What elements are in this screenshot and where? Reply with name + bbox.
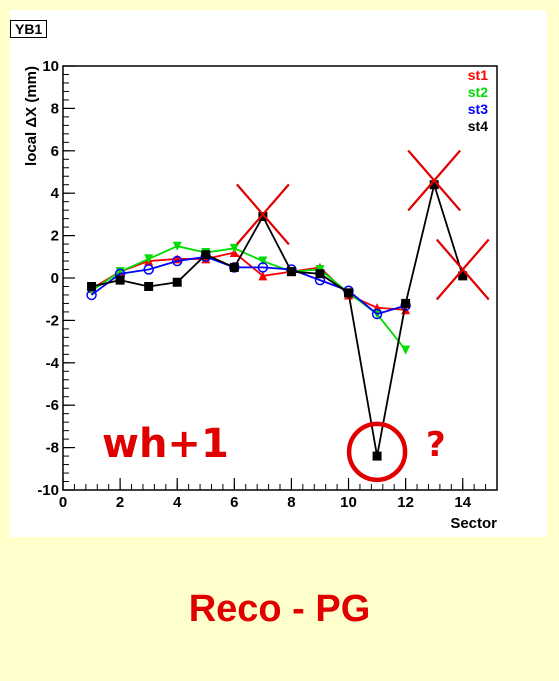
- data-point: [115, 275, 125, 285]
- annotation-question-mark: ?: [426, 425, 446, 465]
- x-axis-title: Sector: [450, 515, 497, 532]
- y-tick-label: 2: [51, 228, 59, 245]
- data-point: [144, 281, 154, 291]
- x-tick-label: 14: [454, 494, 471, 511]
- x-tick-label: 8: [287, 494, 295, 511]
- cross-stroke: [236, 183, 290, 246]
- y-axis-title: local ΔX (mm): [23, 66, 40, 166]
- data-point: [258, 256, 268, 266]
- y-tick-label: 8: [51, 100, 59, 117]
- footer-title: Reco - PG: [188, 588, 371, 630]
- data-point: [286, 267, 296, 277]
- data-point: [344, 288, 354, 298]
- data-point: [458, 271, 468, 281]
- legend-entry-st2: st2: [468, 84, 488, 100]
- legend-entry-st1: st1: [468, 67, 488, 83]
- data-point: [229, 262, 239, 272]
- data-point: [172, 277, 182, 287]
- x-tick-label: 10: [340, 494, 357, 511]
- data-point: [201, 250, 211, 260]
- data-point: [144, 254, 154, 264]
- data-point: [171, 255, 183, 267]
- y-tick-label: -2: [46, 312, 59, 329]
- x-tick-label: 6: [230, 494, 238, 511]
- data-point: [429, 180, 439, 190]
- y-tick-label: 4: [51, 185, 60, 202]
- x-tick-label: 12: [397, 494, 414, 511]
- series-line: [91, 181, 464, 457]
- data-point: [229, 243, 239, 253]
- legend-entry-st3: st3: [468, 101, 488, 117]
- annotation-wheel-label: wh+1: [102, 421, 229, 467]
- cross-mark: [407, 149, 462, 212]
- plot-frame: [62, 65, 498, 491]
- cross-stroke: [407, 149, 462, 212]
- x-tick-label: 2: [116, 494, 124, 511]
- y-tick-label: 0: [51, 270, 59, 287]
- data-point: [401, 345, 411, 355]
- data-point: [172, 241, 182, 251]
- x-tick-label: 4: [173, 494, 182, 511]
- data-point: [401, 298, 411, 308]
- y-tick-label: -6: [46, 397, 59, 414]
- y-tick-label: -10: [37, 482, 59, 499]
- legend-entry-st4: st4: [468, 118, 488, 134]
- cross-mark: [435, 238, 490, 301]
- data-point: [371, 308, 383, 320]
- data-point: [87, 281, 97, 291]
- data-point: [315, 269, 325, 279]
- data-point: [257, 262, 269, 273]
- data-point: [143, 264, 154, 275]
- data-point: [258, 271, 268, 281]
- y-tick-label: -8: [46, 440, 59, 457]
- cross-stroke: [435, 238, 490, 301]
- data-point: [258, 212, 268, 222]
- y-tick-label: 10: [42, 58, 59, 75]
- canvas-title: YB1: [10, 20, 48, 38]
- data-point: [372, 451, 382, 461]
- y-tick-label: 6: [51, 143, 59, 160]
- series-line: [91, 245, 407, 351]
- series-st4: [87, 180, 468, 461]
- cross-mark: [236, 183, 290, 246]
- y-tick-label: -4: [46, 355, 60, 372]
- annotation-circle: [346, 421, 408, 483]
- x-tick-label: 0: [59, 494, 67, 511]
